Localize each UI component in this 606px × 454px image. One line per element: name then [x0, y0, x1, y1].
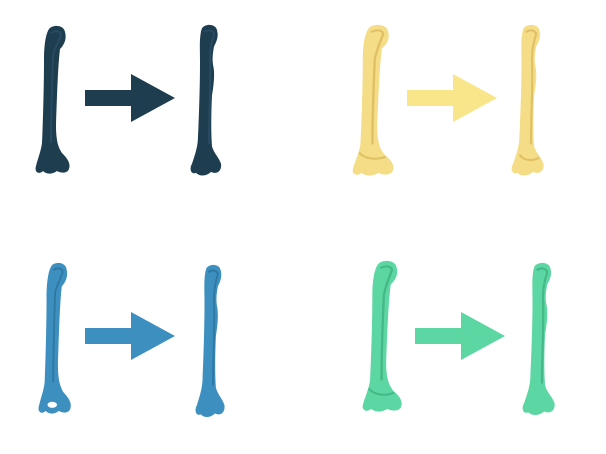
panel-4	[362, 260, 555, 416]
bone-icon	[38, 262, 71, 414]
bone-icon	[195, 264, 225, 418]
bone-icon	[362, 260, 402, 412]
bone-icon	[511, 24, 544, 176]
panel-1	[35, 24, 222, 176]
bone-icon	[522, 262, 555, 416]
arrow-right-icon	[415, 312, 505, 360]
arrow-right-icon	[85, 74, 175, 122]
panel-3	[38, 262, 225, 418]
arrow-right-icon	[407, 74, 497, 122]
arrow-right-icon	[85, 312, 175, 360]
bone-icon	[35, 25, 70, 174]
bone-icon	[190, 24, 222, 176]
bone-icon	[352, 24, 394, 176]
panel-2	[352, 24, 544, 176]
